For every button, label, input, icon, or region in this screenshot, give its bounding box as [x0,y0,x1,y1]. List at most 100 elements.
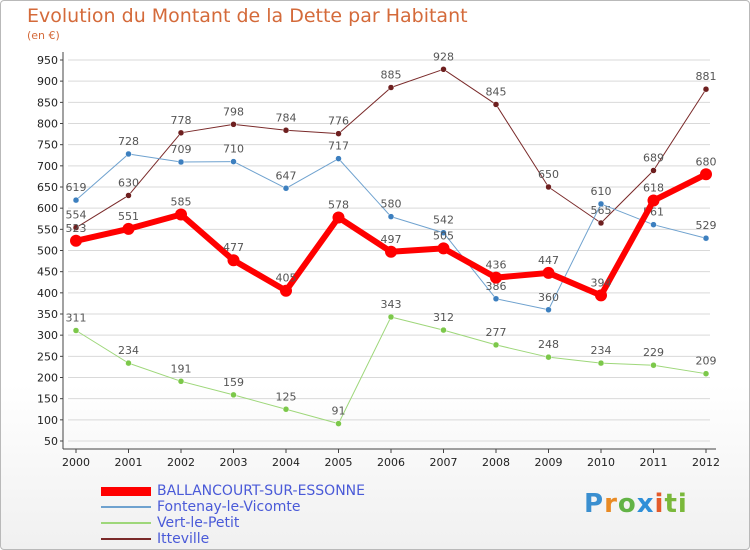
logo-letter: x [636,489,655,519]
data-point [542,266,555,279]
data-label: 928 [433,50,454,63]
data-label: 554 [66,209,87,222]
data-label: 709 [171,143,192,156]
data-label: 881 [696,70,717,83]
data-label: 542 [433,214,454,227]
data-label: 311 [66,312,87,325]
y-tick-label: 250 [37,350,58,363]
x-tick-label: 2003 [220,456,248,469]
data-point [280,284,292,297]
data-label: 497 [381,233,402,246]
y-tick-label: 450 [37,266,58,279]
data-point [545,306,552,314]
y-tick-label: 400 [37,287,58,300]
data-label: 680 [696,155,717,168]
legend-swatch [101,506,151,508]
data-point [440,326,447,334]
data-point [177,129,185,137]
y-tick-label: 850 [37,96,58,109]
data-label: 647 [276,169,297,182]
data-point [122,222,135,235]
data-label: 234 [118,344,139,357]
data-label: 717 [328,140,349,153]
y-tick-label: 150 [37,393,58,406]
data-label: 610 [591,185,612,198]
legend-label: Fontenay-le-Vicomte [157,499,301,515]
data-label: 159 [223,376,244,389]
data-point [595,289,607,302]
y-tick-label: 100 [37,414,58,427]
data-label: 125 [276,390,297,403]
data-point [492,341,500,349]
data-point [437,242,450,255]
legend-swatch [101,522,151,524]
y-tick-label: 200 [37,372,58,385]
data-label: 477 [223,241,244,254]
y-tick-label: 700 [37,160,58,173]
data-point [702,370,710,377]
legend: BALLANCOURT-SUR-ESSONNE Fontenay-le-Vicom… [101,483,365,547]
x-tick-label: 2001 [115,456,143,469]
data-label: 248 [538,338,559,351]
data-point [70,234,82,247]
data-label: 360 [538,291,559,304]
data-label: 728 [118,135,139,148]
data-label: 778 [171,114,192,127]
data-point [490,271,502,284]
logo-letter: ti [664,489,688,519]
data-point [72,224,80,231]
logo-letter: P [584,489,605,519]
data-label: 885 [381,69,402,82]
data-label: 229 [643,346,664,359]
data-point [227,254,240,267]
data-point [332,211,345,224]
data-label: 529 [696,219,717,232]
data-point [230,391,237,399]
y-tick-label: 600 [37,202,58,215]
x-tick-label: 2006 [377,456,405,469]
data-point [650,361,657,369]
data-point [282,406,290,413]
data-point [177,158,185,166]
data-point [177,378,185,385]
data-point [545,183,552,191]
data-label: 689 [643,151,664,164]
y-tick-label: 750 [37,139,58,152]
data-point [387,84,395,91]
data-label: 580 [381,198,402,211]
data-label: 405 [276,272,297,285]
data-label: 343 [381,298,402,311]
data-label: 436 [486,259,507,272]
data-point [650,221,657,228]
y-tick-label: 500 [37,245,58,258]
legend-item: BALLANCOURT-SUR-ESSONNE [101,483,365,499]
data-point [545,353,552,361]
data-label: 209 [696,355,717,368]
x-tick-label: 2005 [325,456,353,469]
proxiti-logo: Proxiti [584,489,688,519]
y-tick-label: 650 [37,181,58,194]
logo-letter: o [617,489,637,519]
x-tick-label: 2011 [640,456,668,469]
data-label: 784 [276,111,297,124]
chart-title: Evolution du Montant de la Dette par Hab… [27,5,468,27]
legend-label: Vert-le-Petit [157,515,240,531]
y-tick-label: 800 [37,118,58,131]
y-tick-label: 350 [37,308,58,321]
x-tick-label: 2002 [167,456,195,469]
data-point [702,234,710,242]
data-label: 191 [171,362,192,375]
data-label: 650 [538,168,559,181]
legend-swatch [101,538,151,540]
data-label: 447 [538,254,559,267]
data-point [282,185,290,192]
y-tick-label: 550 [37,223,58,236]
data-label: 523 [66,222,87,235]
data-point [647,194,660,207]
legend-item: Vert-le-Petit [101,515,365,531]
y-tick-label: 950 [37,54,58,67]
x-tick-label: 2010 [587,456,615,469]
unit-label: (en €) [27,29,60,42]
data-point [387,313,395,321]
